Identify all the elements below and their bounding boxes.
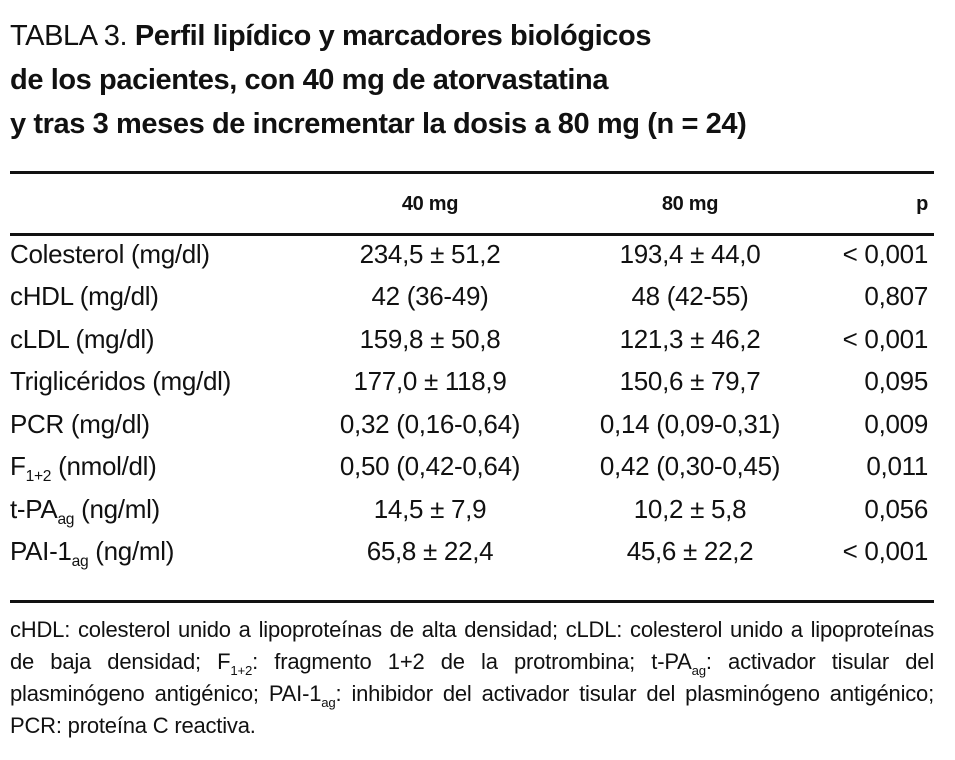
footnote: cHDL: colesterol unido a lipoproteínas d… [10, 614, 934, 742]
table-cell: < 0,001 [842, 238, 929, 269]
rule [10, 171, 934, 174]
table-row: Colesterol (mg/dl) 234,5 ± 51,2 193,4 ± 44… [10, 233, 934, 276]
table-cell: 0,807 [864, 281, 928, 312]
table-cell: 0,32 (0,16-0,64) [339, 408, 521, 439]
table-row: PAI-1ag (ng/ml) 65,8 ± 22,4 45,6 ± 22,2 < 0… [10, 531, 934, 574]
text: : activador tisular del plasminógeno ant… [10, 649, 935, 706]
subscript: 1+2 [25, 468, 52, 486]
text: (ng/ml) [74, 493, 160, 524]
row-label: Triglicéridos (mg/dl) [10, 361, 300, 404]
table-cell: < 0,001 [842, 323, 929, 354]
text: : inhibidor del activador tisular del pl… [10, 681, 934, 738]
table-row: t-PAag (ng/ml) 14,5 ± 7,9 10,2 ± 5,8 0,056 [10, 488, 934, 531]
table-row: cHDL (mg/dl) 42 (36-49) 48 (42-55) 0,807 [10, 276, 934, 319]
text: Triglicéridos (mg/dl) [10, 366, 231, 397]
column-header: p [916, 192, 928, 215]
table-row: Triglicéridos (mg/dl) 177,0 ± 118,9 150,6 … [10, 361, 934, 404]
table-cell: 10,2 ± 5,8 [633, 493, 747, 524]
table-cell: 65,8 ± 22,4 [366, 536, 494, 567]
table-cell: 0,14 (0,09-0,31) [599, 408, 781, 439]
title-line: Perfil lipídico y marcadores biológicos [134, 20, 652, 52]
text: PAI-1 [10, 536, 72, 567]
table-cell: 14,5 ± 7,9 [373, 493, 487, 524]
text: PCR (mg/dl) [10, 408, 150, 439]
row-label: cLDL (mg/dl) [10, 318, 300, 361]
column-header: 40 mg [401, 192, 459, 215]
table-body: Colesterol (mg/dl) 234,5 ± 51,2 193,4 ± 44… [10, 233, 934, 573]
table-title: TABLA 3. Perfil lipídico y marcadores bi… [10, 14, 940, 146]
title-label: TABLA 3. [10, 20, 128, 52]
table-head: 40 mg 80 mg p [10, 175, 934, 233]
subscript: ag [691, 663, 706, 678]
rule [10, 233, 934, 236]
subscript: ag [321, 695, 336, 710]
table-cell: 0,009 [864, 408, 928, 439]
table-cell: 48 (42-55) [631, 281, 749, 312]
subscript: 1+2 [230, 663, 253, 678]
table-row: F1+2 (nmol/dl) 0,50 (0,42-0,64) 0,42 (0,30… [10, 446, 934, 489]
table-cell: 0,095 [864, 366, 928, 397]
text: (nmol/dl) [51, 451, 157, 482]
table-cell: 0,056 [864, 493, 928, 524]
rule [10, 600, 934, 603]
text: : fragmento 1+2 de la protrombina; t-PA [252, 649, 692, 674]
row-label: PAI-1ag (ng/ml) [10, 531, 300, 574]
table-row: PCR (mg/dl) 0,32 (0,16-0,64) 0,14 (0,09-0,… [10, 403, 934, 446]
table-cell: 177,0 ± 118,9 [353, 366, 507, 397]
text: cHDL (mg/dl) [10, 281, 159, 312]
text: cLDL (mg/dl) [10, 323, 155, 354]
text: t-PA [10, 493, 58, 524]
table-cell: 193,4 ± 44,0 [619, 238, 761, 269]
header-cell [10, 175, 300, 233]
text: F [10, 451, 26, 482]
header-row: 40 mg 80 mg p [10, 175, 934, 233]
title-line: de los pacientes, con 40 mg de atorvasta… [10, 64, 609, 96]
table-cell: 45,6 ± 22,2 [626, 536, 754, 567]
column-header: 80 mg [661, 192, 719, 215]
row-label: cHDL (mg/dl) [10, 276, 300, 319]
subscript: ag [71, 553, 89, 571]
text: cHDL: colesterol unido a lipoproteínas d… [10, 617, 934, 674]
text: Colesterol (mg/dl) [10, 238, 210, 269]
table-cell: 159,8 ± 50,8 [359, 323, 501, 354]
table-row: cLDL (mg/dl) 159,8 ± 50,8 121,3 ± 46,2 < 0,… [10, 318, 934, 361]
table-cell: < 0,001 [842, 536, 929, 567]
table-cell: 0,42 (0,30-0,45) [599, 451, 781, 482]
data-table: 40 mg 80 mg p Colesterol (mg/dl) 234,5 ± 51… [10, 175, 934, 573]
table-cell: 0,50 (0,42-0,64) [339, 451, 521, 482]
row-label: PCR (mg/dl) [10, 403, 300, 446]
text: (ng/ml) [88, 536, 175, 567]
row-label: F1+2 (nmol/dl) [10, 446, 300, 489]
table-cell: 150,6 ± 79,7 [619, 366, 761, 397]
table-cell: 42 (36-49) [371, 281, 489, 312]
title-line: y tras 3 meses de incrementar la dosis a… [10, 108, 747, 140]
row-label: Colesterol (mg/dl) [10, 233, 300, 276]
subscript: ag [57, 510, 75, 528]
table-cell: 0,011 [866, 451, 928, 482]
table-cell: 234,5 ± 51,2 [359, 238, 501, 269]
table-cell: 121,3 ± 46,2 [619, 323, 761, 354]
row-label: t-PAag (ng/ml) [10, 488, 300, 531]
